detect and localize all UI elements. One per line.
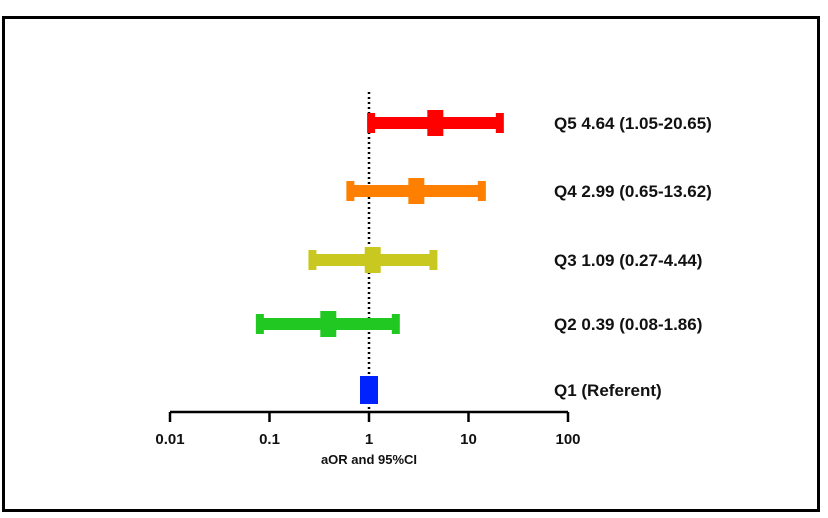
- row-label: Q2 0.39 (0.08-1.86): [554, 315, 702, 334]
- ci-lower-cap: [367, 113, 376, 133]
- x-tick-label: 100: [555, 431, 580, 448]
- x-axis-label: aOR and 95%CI: [321, 452, 417, 467]
- forest-row: Q1 (Referent): [360, 376, 662, 404]
- ci-upper-cap: [429, 250, 438, 270]
- x-tick-label: 10: [460, 431, 477, 448]
- point-estimate: [364, 247, 381, 273]
- x-tick-label: 1: [365, 431, 373, 448]
- point-estimate: [408, 178, 425, 204]
- ci-upper-cap: [391, 314, 400, 334]
- ci-lower-cap: [255, 314, 264, 334]
- point-estimate: [427, 110, 444, 136]
- ci-upper-cap: [495, 113, 504, 133]
- row-label: Q4 2.99 (0.65-13.62): [554, 182, 712, 201]
- ci-lower-cap: [308, 250, 317, 270]
- ci-upper-cap: [477, 181, 486, 201]
- point-estimate: [320, 311, 337, 337]
- x-tick-label: 0.1: [259, 431, 280, 448]
- forest-row: Q5 4.64 (1.05-20.65): [367, 110, 712, 136]
- row-label: Q1 (Referent): [554, 381, 662, 400]
- forest-row: Q3 1.09 (0.27-4.44): [308, 247, 702, 273]
- forest-row: Q2 0.39 (0.08-1.86): [255, 311, 702, 337]
- row-label: Q3 1.09 (0.27-4.44): [554, 251, 702, 270]
- referent-marker: [360, 376, 378, 404]
- ci-lower-cap: [346, 181, 355, 201]
- row-label: Q5 4.64 (1.05-20.65): [554, 114, 712, 133]
- x-tick-label: 0.01: [155, 431, 184, 448]
- forest-row: Q4 2.99 (0.65-13.62): [346, 178, 712, 204]
